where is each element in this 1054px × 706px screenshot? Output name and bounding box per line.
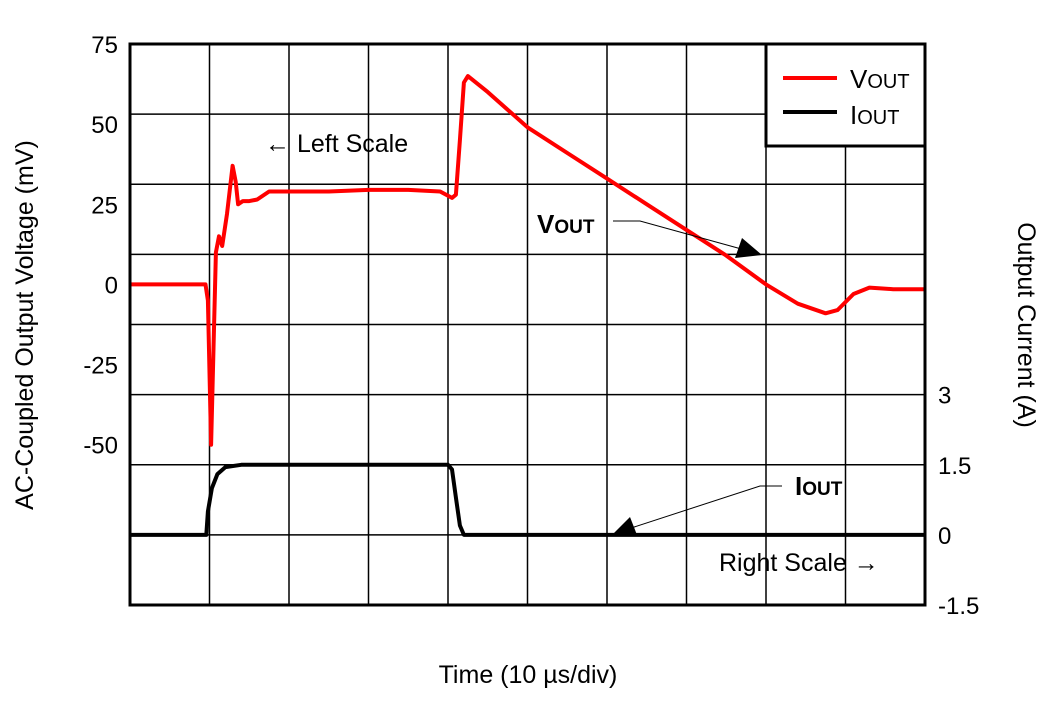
grid [130,44,925,605]
iout-callout-label: IOUT [795,471,843,501]
left-scale-annotation: ← Left Scale [265,130,408,158]
right-scale-annotation: Right Scale → [719,549,879,577]
right-tick-label: -1.5 [938,593,979,620]
right-tick-label: 0 [938,523,951,550]
series-line-vout [130,74,925,447]
plot-frame [128,42,927,607]
y-axis-label-left: AC-Coupled Output Voltage (mV) [11,140,39,510]
legend: VOUT IOUT [764,42,927,148]
iout-callout-line [624,485,782,531]
left-tick-label: 75 [91,32,118,59]
iout-callout-arrowhead [612,517,637,535]
vout-callout-line [613,220,746,251]
vout-callout-label: VOUT [537,209,595,239]
left-tick-label: 25 [91,192,118,219]
vout-callout-arrowhead [735,238,762,258]
left-tick-label: -50 [83,433,118,460]
y-axis-label-right: Output Current (A) [1012,222,1040,428]
series-line-iout [130,462,925,537]
series-layer [130,74,925,537]
tick-labels: 75 50 25 0 -25 -50 3 1.5 0 -1.5 [83,32,979,620]
left-tick-label: 50 [91,112,118,139]
legend-label-vout: VOUT [850,64,910,94]
right-tick-label: 1.5 [938,453,971,480]
left-tick-label: -25 [83,353,118,380]
legend-label-iout: IOUT [850,100,899,130]
x-axis-label: Time (10 µs/div) [439,661,618,689]
right-tick-label: 3 [938,383,951,410]
left-tick-label: 0 [105,272,118,299]
